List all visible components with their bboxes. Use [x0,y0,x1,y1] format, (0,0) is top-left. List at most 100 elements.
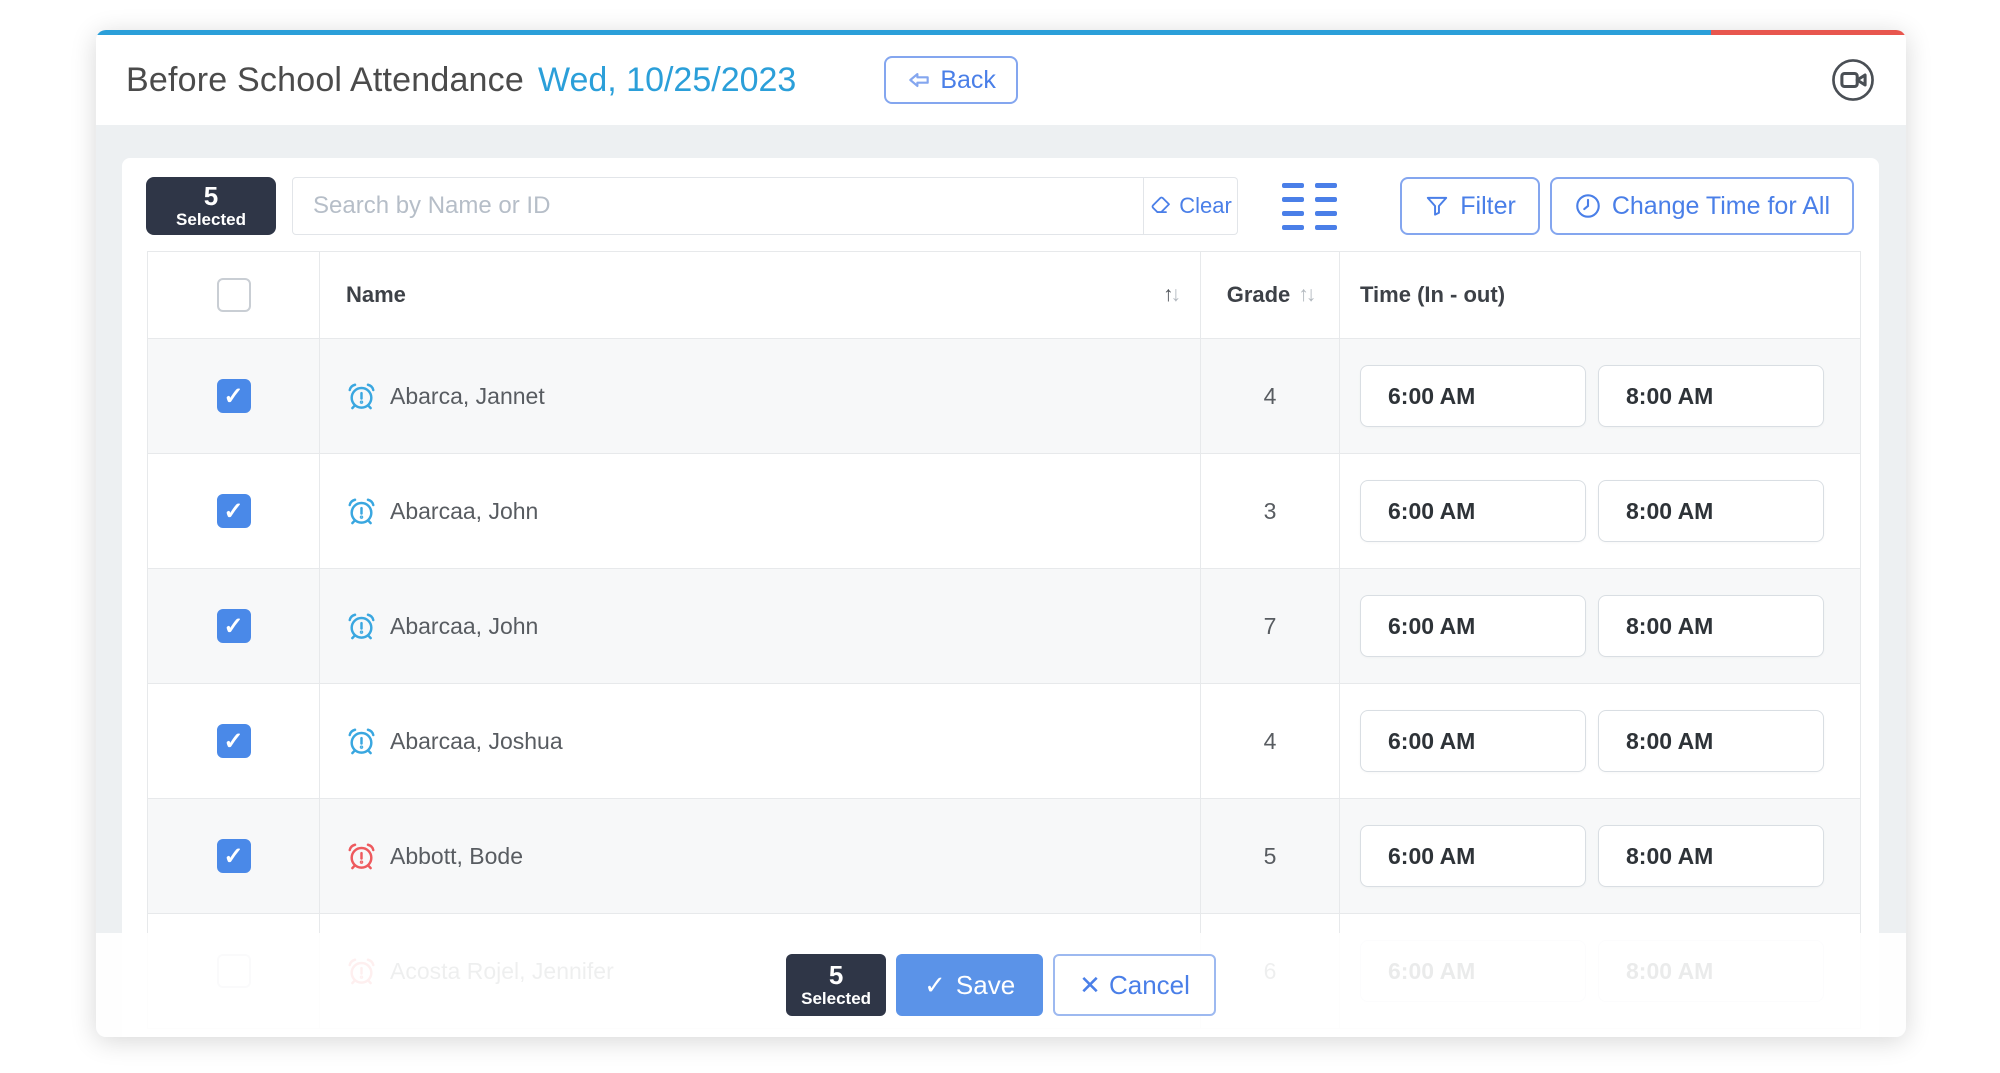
row-time-cell: 6:00 AM 8:00 AM [1340,684,1860,798]
name-sort-icon[interactable]: ↑↓ [1163,283,1181,306]
row-grade-cell: 7 [1201,569,1340,683]
student-name: Abarcaa, Joshua [390,727,563,754]
filter-button[interactable]: Filter [1400,177,1540,235]
time-in-input[interactable]: 6:00 AM [1360,480,1586,542]
footer-action-bar: 5 Selected ✓ Save ✕ Cancel [96,933,1906,1037]
row-name-cell: Abarcaa, John [320,569,1201,683]
selected-count: 5 [203,181,219,212]
row-checkbox[interactable] [216,494,251,528]
row-name-cell: Abarca, Jannet [320,339,1201,453]
row-name-cell: Abbott, Bode [320,799,1201,913]
time-out-input[interactable]: 8:00 AM [1598,365,1824,427]
save-button[interactable]: ✓ Save [896,954,1044,1016]
row-checkbox[interactable] [216,379,251,413]
table-header-row: Name ↑↓ Grade ↑↓ Time (In - out) [148,252,1860,339]
name-column-label: Name [346,282,406,307]
toolbar: 5 Selected Clear [122,158,1879,235]
eraser-icon [1149,194,1173,218]
back-button[interactable]: Back [884,56,1018,104]
cross-icon: ✕ [1079,970,1101,1000]
table-row: Abarcaa, Joshua 4 6:00 AM 8:00 AM [148,684,1860,799]
row-grade-cell: 4 [1201,339,1340,453]
table-row: Abarcaa, John 7 6:00 AM 8:00 AM [148,569,1860,684]
clear-search-button[interactable]: Clear [1144,177,1238,235]
row-time-cell: 6:00 AM 8:00 AM [1340,569,1860,683]
clock-icon [1574,192,1602,220]
selected-label: Selected [176,209,246,229]
row-time-cell: 6:00 AM 8:00 AM [1340,339,1860,453]
search-input[interactable] [292,177,1144,235]
student-name: Abarca, Jannet [390,382,545,409]
footer-selected-count: 5 [828,960,844,991]
grade-column-label: Grade [1226,282,1291,307]
student-grade: 3 [1263,497,1277,524]
row-name-cell: Abarcaa, John [320,454,1201,568]
change-time-for-all-button[interactable]: Change Time for All [1549,177,1854,235]
table-body: Abarca, Jannet 4 6:00 AM 8:00 AM [148,339,1860,1029]
student-grade: 4 [1263,382,1277,409]
footer-selected-badge: 5 Selected [786,954,887,1016]
selected-count-badge: 5 Selected [146,177,276,235]
student-name: Abbott, Bode [390,842,523,869]
accent-line-blue [96,30,1711,35]
select-all-checkbox[interactable] [216,278,251,312]
back-button-label: Back [940,65,996,94]
row-checkbox-cell [148,454,320,568]
header-select-all-cell [148,252,320,338]
row-grade-cell: 5 [1201,799,1340,913]
page-date: Wed, 10/25/2023 [537,60,797,99]
alarm-clock-exclamation-icon [346,841,377,872]
check-icon: ✓ [924,970,946,1000]
time-out-input[interactable]: 8:00 AM [1598,480,1824,542]
footer-selected-label: Selected [801,988,872,1008]
row-grade-cell: 3 [1201,454,1340,568]
student-grade: 5 [1263,842,1277,869]
header-grade-cell[interactable]: Grade ↑↓ [1201,252,1340,338]
header-name-cell[interactable]: Name ↑↓ [320,252,1201,338]
clear-button-label: Clear [1179,193,1232,218]
row-time-cell: 6:00 AM 8:00 AM [1340,454,1860,568]
row-time-cell: 6:00 AM 8:00 AM [1340,799,1860,913]
search-group: Clear [292,177,1238,235]
time-in-input[interactable]: 6:00 AM [1360,365,1586,427]
funnel-icon [1424,193,1450,219]
save-button-label: Save [955,969,1016,1000]
alarm-clock-exclamation-icon [346,726,377,757]
time-out-input[interactable]: 8:00 AM [1598,825,1824,887]
accent-line-red [1711,30,1906,35]
table-row: Abbott, Bode 5 6:00 AM 8:00 AM [148,799,1860,914]
alarm-clock-exclamation-icon [346,611,377,642]
student-grade: 4 [1263,727,1277,754]
grade-sort-icon[interactable]: ↑↓ [1298,283,1316,306]
table-row: Abarcaa, John 3 6:00 AM 8:00 AM [148,454,1860,569]
time-in-input[interactable]: 6:00 AM [1360,710,1586,772]
card-header: Before School Attendance Wed, 10/25/2023… [96,35,1906,125]
row-grade-cell: 4 [1201,684,1340,798]
time-out-input[interactable]: 8:00 AM [1598,710,1824,772]
cancel-button[interactable]: ✕ Cancel [1053,954,1216,1016]
time-column-label: Time (In - out) [1360,282,1506,307]
two-column-list-icon[interactable] [1282,182,1337,230]
video-camera-icon[interactable] [1830,57,1876,103]
row-checkbox[interactable] [216,609,251,643]
time-in-input[interactable]: 6:00 AM [1360,595,1586,657]
student-name: Abarcaa, John [390,497,539,524]
filter-button-label: Filter [1460,191,1516,220]
table-row: Abarca, Jannet 4 6:00 AM 8:00 AM [148,339,1860,454]
attendance-panel: 5 Selected Clear [122,158,1879,1037]
card-top-accent-line [96,30,1906,35]
time-out-input[interactable]: 8:00 AM [1598,595,1824,657]
row-name-cell: Abarcaa, Joshua [320,684,1201,798]
row-checkbox-cell [148,684,320,798]
arrow-left-icon [906,67,932,93]
change-time-button-label: Change Time for All [1611,191,1830,220]
alarm-clock-exclamation-icon [346,381,377,412]
row-checkbox-cell [148,569,320,683]
row-checkbox[interactable] [216,724,251,758]
time-in-input[interactable]: 6:00 AM [1360,825,1586,887]
header-time-cell: Time (In - out) [1340,252,1860,338]
attendance-card: Before School Attendance Wed, 10/25/2023… [96,30,1906,1037]
student-grade: 7 [1263,612,1277,639]
row-checkbox[interactable] [216,839,251,873]
row-checkbox-cell [148,799,320,913]
